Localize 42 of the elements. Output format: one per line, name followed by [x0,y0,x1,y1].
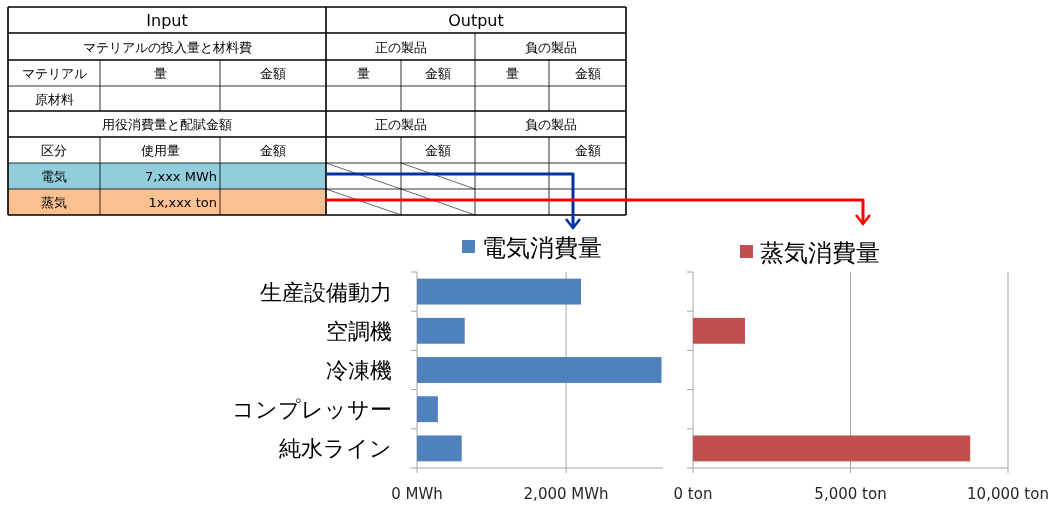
text: マテリアル [21,66,87,81]
y-tick-label: コンプレッサー [232,397,392,423]
y-tick-label: 冷凍機 [326,358,392,383]
text: 電気 [41,169,67,184]
bar [417,357,662,383]
y-tick-label: 空調機 [326,318,392,344]
text: マテリアルの投入量と材料費 [82,39,252,55]
text: 負の製品 [524,39,577,55]
text: 区分 [41,143,67,158]
text: 原材料 [34,91,74,107]
text: 金額 [425,143,451,158]
bar [417,435,462,462]
bar [417,396,438,423]
x-tick-label: 10,000 ton [967,485,1049,503]
text: Output [448,11,504,30]
x-tick-label: 0 ton [673,485,713,503]
x-tick-label: 5,000 ton [814,485,887,503]
legend: 電気消費量 [462,234,602,262]
text: 金額 [260,66,286,81]
text: 金額 [425,66,451,81]
y-tick-label: 生産設備動力 [260,279,392,305]
text: 負の製品 [524,117,577,132]
legend: 蒸気消費量 [740,239,880,267]
y-tick-label: 純水ライン [279,436,392,462]
text: 金額 [574,66,601,81]
text: 蒸気 [41,195,67,210]
text: 使用量 [140,143,180,158]
text: 正の製品 [374,39,427,55]
x-tick-label: 0 MWh [391,485,443,503]
bar [417,278,581,305]
text: 量 [505,66,519,81]
text: 1x,xxx ton [148,195,217,210]
bar [417,317,465,344]
text: 正の製品 [374,117,427,132]
text: 金額 [574,143,601,158]
text: 用役消費量と配賦金額 [102,117,232,132]
text: 量 [357,66,370,81]
text: 7,xxx MWh [145,169,217,184]
text: Input [146,11,188,30]
text: 金額 [260,143,286,158]
text: 量 [153,66,167,81]
x-tick-label: 2,000 MWh [523,485,609,503]
